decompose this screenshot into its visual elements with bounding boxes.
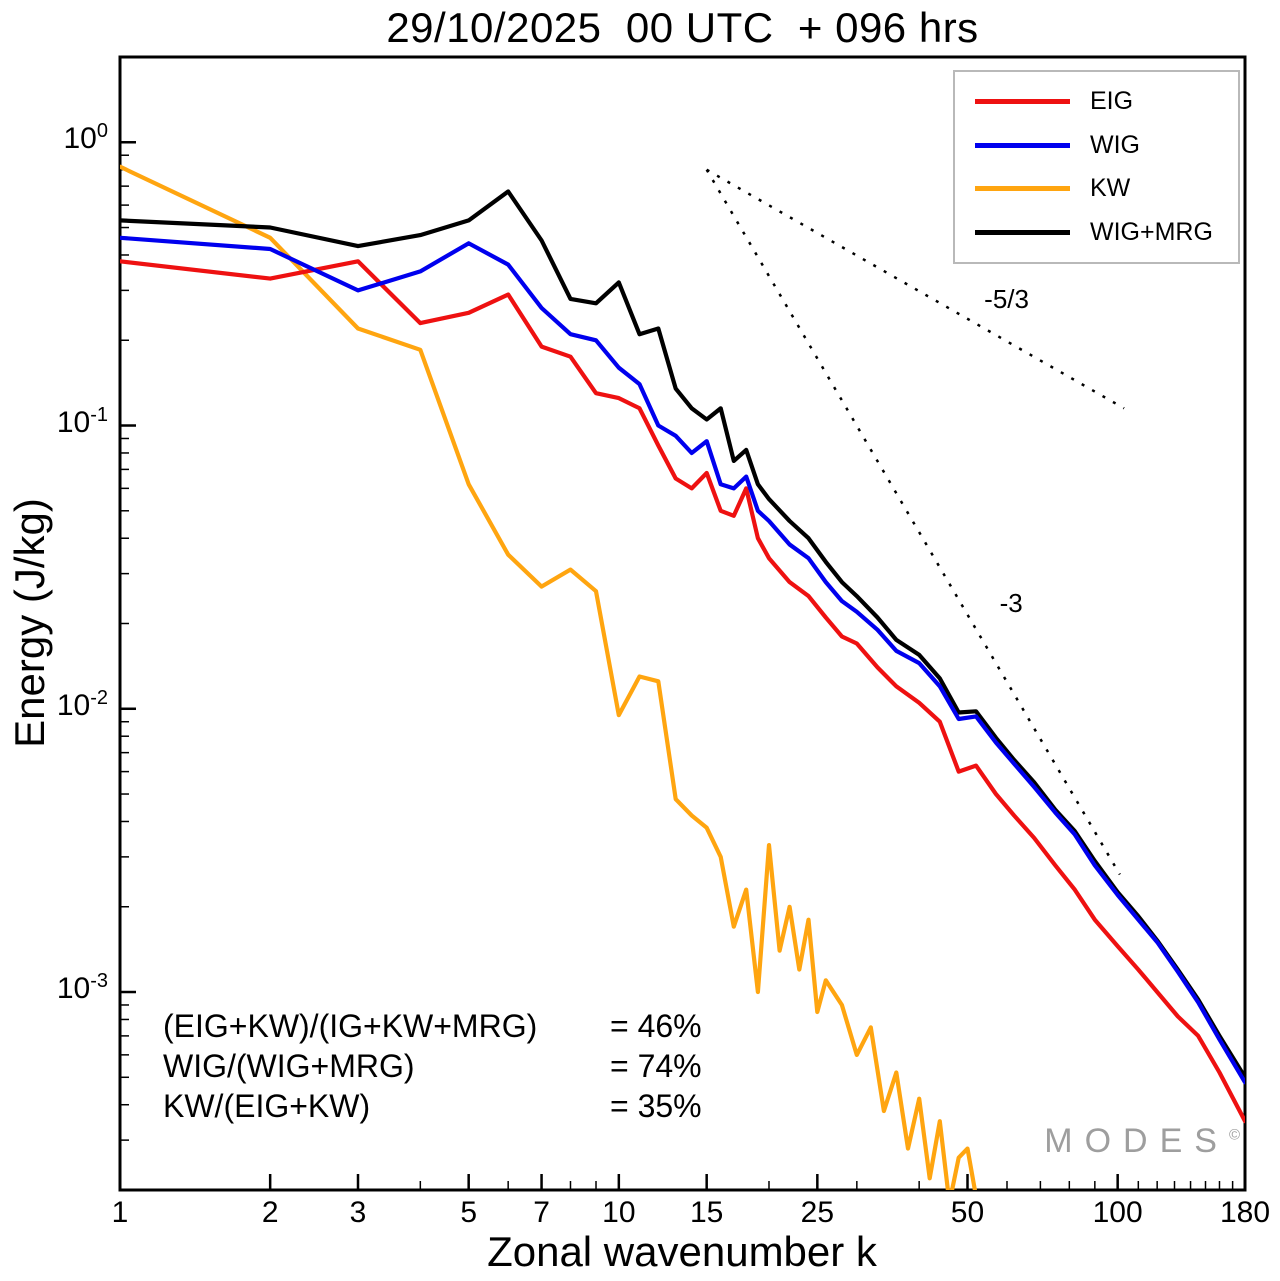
reference-line-label: -3 <box>1000 588 1023 618</box>
x-tick-label-2: 2 <box>261 1196 279 1229</box>
x-tick-label-5: 5 <box>460 1196 477 1229</box>
x-tick-label-180: 180 <box>1219 1196 1271 1229</box>
x-tick-label-3: 3 <box>349 1196 367 1229</box>
watermark-text: MODES <box>1044 1122 1229 1160</box>
reference-line--3 <box>705 169 1121 876</box>
chart-title: 29/10/2025 00 UTC + 096 hrs <box>386 4 979 51</box>
legend-label: KW <box>1090 174 1131 203</box>
x-tick-label-10: 10 <box>602 1196 636 1229</box>
y-tick-label--3: 10-3 <box>56 970 108 1006</box>
y-tick-label--2: 10-2 <box>56 686 108 722</box>
series-line-WIG+MRG <box>120 189 1245 1080</box>
x-axis-label: Zonal wavenumber k <box>487 1228 877 1275</box>
legend-item-eig: EIG <box>975 87 1238 116</box>
y-tick-label--1: 10-1 <box>56 403 108 439</box>
x-tick-label-15: 15 <box>689 1196 724 1229</box>
stat-label: KW/(EIG+KW) <box>163 1088 371 1124</box>
stat-label: (EIG+KW)/(IG+KW+MRG) <box>163 1008 538 1044</box>
x-tick-label-100: 100 <box>1092 1196 1143 1229</box>
legend: EIG WIG KW WIG+MRG <box>953 70 1240 264</box>
legend-label: EIG <box>1090 87 1134 116</box>
x-tick-label-50: 50 <box>950 1196 985 1229</box>
stat-value: = 46% <box>610 1008 702 1044</box>
y-tick-label-0: 100 <box>63 120 109 156</box>
stats-annotations: (EIG+KW)/(IG+KW+MRG) = 46% WIG/(WIG+MRG) = … <box>163 1006 702 1126</box>
series-line-KW <box>120 164 978 1190</box>
legend-swatch-wig-mrg <box>975 229 1070 235</box>
reference-line--5/3 <box>706 168 1125 410</box>
x-tick-label-25: 25 <box>800 1196 835 1229</box>
watermark-copyright: © <box>1228 1126 1240 1144</box>
x-tick-label-1: 1 <box>111 1196 129 1229</box>
x-tick-label-7: 7 <box>533 1196 550 1229</box>
legend-label: WIG <box>1090 130 1140 159</box>
legend-swatch-kw <box>975 186 1070 192</box>
legend-item-wig: WIG <box>975 131 1238 160</box>
modes-watermark: MODES© <box>1044 1122 1240 1161</box>
legend-item-wig-mrg: WIG+MRG <box>975 218 1238 247</box>
stat-label: WIG/(WIG+MRG) <box>163 1048 415 1084</box>
legend-swatch-eig <box>975 99 1070 105</box>
reference-line-label: -5/3 <box>984 284 1029 314</box>
series-line-WIG <box>120 235 1245 1085</box>
stat-value: = 74% <box>610 1048 702 1084</box>
legend-swatch-wig <box>975 142 1070 148</box>
legend-label: WIG+MRG <box>1090 217 1213 246</box>
stat-value: = 35% <box>610 1088 702 1124</box>
series-line-EIG <box>120 259 1245 1124</box>
legend-item-kw: KW <box>975 174 1238 203</box>
